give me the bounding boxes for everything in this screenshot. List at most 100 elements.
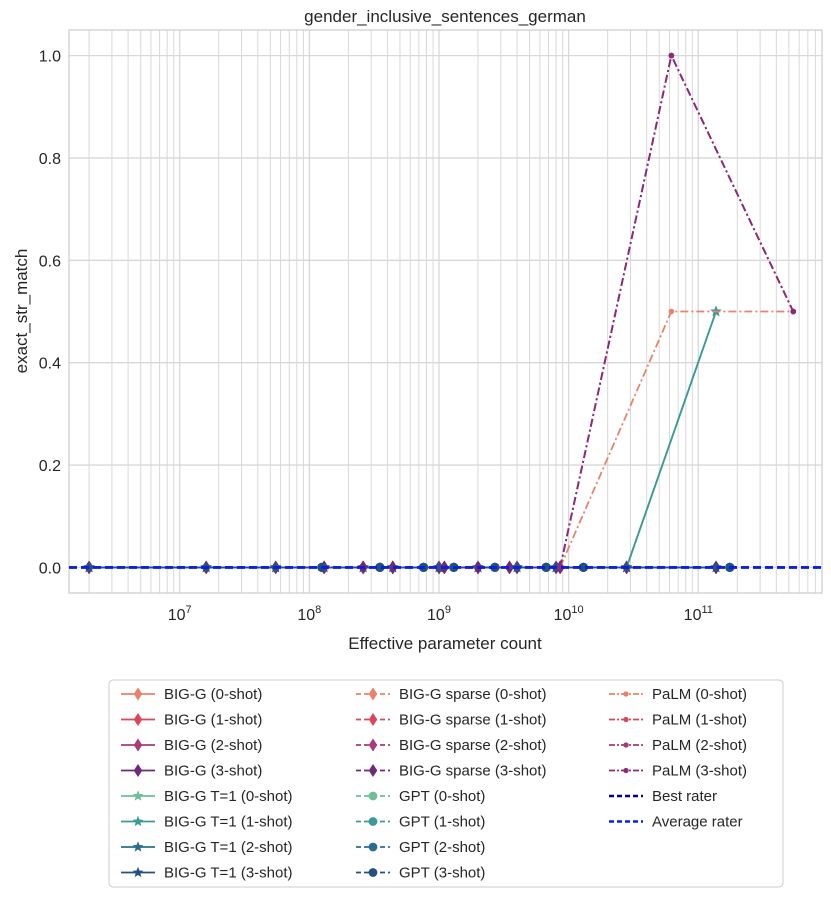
star-marker <box>132 815 144 827</box>
y-tick-label: 1.0 <box>39 49 61 66</box>
legend-item: Average rater <box>609 814 743 831</box>
dot-marker <box>668 52 675 59</box>
circle-marker <box>541 562 551 573</box>
legend-item: PaLM (0-shot) <box>609 686 747 703</box>
legend-item: BIG-G sparse (0-shot) <box>356 686 547 703</box>
legend-label: BIG-G T=1 (2-shot) <box>164 839 293 856</box>
legend-item: BIG-G T=1 (1-shot) <box>121 814 293 831</box>
legend-item: BIG-G (1-shot) <box>121 712 262 729</box>
y-axis-label: exact_str_match <box>12 249 31 374</box>
circle-marker <box>368 868 378 877</box>
circle-marker <box>375 562 385 573</box>
dot-marker <box>623 691 629 697</box>
diamond-marker <box>388 560 398 575</box>
legend-item: BIG-G sparse (2-shot) <box>356 737 547 754</box>
legend-item: GPT (2-shot) <box>356 839 485 856</box>
legend: BIG-G (0-shot) BIG-G (1-shot) BIG-G (2-sho… <box>121 686 747 882</box>
legend-label: GPT (3-shot) <box>399 865 485 882</box>
legend-label: PaLM (2-shot) <box>652 737 747 754</box>
legend-label: BIG-G (2-shot) <box>164 737 262 754</box>
legend-item: BIG-G sparse (1-shot) <box>356 712 547 729</box>
y-tick-label: 0.6 <box>39 253 61 270</box>
legend-label: BIG-G (3-shot) <box>164 763 262 780</box>
legend-label: Average rater <box>652 814 743 831</box>
legend-label: BIG-G T=1 (1-shot) <box>164 814 293 831</box>
diamond-marker <box>368 738 378 752</box>
legend-label: BIG-G (0-shot) <box>164 686 262 703</box>
legend-label: BIG-G sparse (0-shot) <box>399 686 547 703</box>
dot-marker <box>557 564 563 571</box>
circle-marker <box>578 562 589 573</box>
legend-label: PaLM (1-shot) <box>652 712 747 729</box>
x-tick-label: 1011 <box>684 604 713 624</box>
series-line <box>559 310 794 568</box>
legend-item: GPT (1-shot) <box>356 814 485 831</box>
legend-item: BIG-G (0-shot) <box>121 686 262 703</box>
dot-marker <box>623 716 629 723</box>
x-tick-label: 107 <box>168 604 192 624</box>
legend-item: BIG-G T=1 (0-shot) <box>121 788 293 805</box>
legend-item: BIG-G T=1 (3-shot) <box>121 865 293 882</box>
legend-label: PaLM (3-shot) <box>652 763 747 780</box>
dot-marker <box>790 308 797 315</box>
series-line <box>89 311 717 569</box>
diamond-marker <box>368 687 378 701</box>
star-marker <box>83 561 95 573</box>
legend-label: GPT (0-shot) <box>399 788 485 805</box>
dot-marker <box>668 308 675 315</box>
star-marker <box>132 841 144 852</box>
diamond-marker <box>133 712 143 727</box>
diamond-marker <box>368 712 378 727</box>
y-tick-label: 0.8 <box>39 151 61 168</box>
chart-title: gender_inclusive_sentences_german <box>304 7 586 26</box>
series-PaLM (3-shot) <box>557 52 797 571</box>
y-tick-label: 0.2 <box>39 458 61 475</box>
legend-label: GPT (2-shot) <box>399 839 485 856</box>
diamond-marker <box>133 687 143 701</box>
legend-item: PaLM (3-shot) <box>609 763 747 780</box>
circle-marker <box>368 817 378 826</box>
legend-label: BIG-G sparse (1-shot) <box>399 712 547 729</box>
legend-item: PaLM (2-shot) <box>609 737 747 754</box>
y-tick-label: 0.4 <box>39 356 61 373</box>
x-tick-label: 109 <box>427 604 451 624</box>
x-tick-label: 108 <box>297 604 321 624</box>
diamond-marker <box>133 738 143 752</box>
legend-label: GPT (1-shot) <box>399 814 485 831</box>
y-tick-label: 0.0 <box>39 560 61 577</box>
star-marker <box>710 561 722 573</box>
grid <box>69 30 823 593</box>
star-marker <box>132 866 144 878</box>
x-axis-label: Effective parameter count <box>348 634 542 653</box>
legend-item: BIG-G (2-shot) <box>121 737 262 754</box>
dot-marker <box>623 742 629 748</box>
plot-frame <box>68 29 823 594</box>
legend-label: PaLM (0-shot) <box>652 686 747 703</box>
legend-label: BIG-G (1-shot) <box>164 712 262 729</box>
legend-item: Best rater <box>609 788 717 805</box>
x-tick-label: 1010 <box>554 604 584 624</box>
legend-item: GPT (0-shot) <box>356 788 485 805</box>
circle-marker <box>368 842 378 852</box>
legend-label: BIG-G sparse (2-shot) <box>399 737 547 754</box>
diamond-marker <box>133 763 143 778</box>
legend-item: PaLM (1-shot) <box>609 712 747 729</box>
diamond-marker <box>505 560 515 575</box>
dot-marker <box>623 767 629 774</box>
legend-item: GPT (3-shot) <box>356 865 485 882</box>
legend-label: BIG-G sparse (3-shot) <box>399 763 547 780</box>
legend-item: BIG-G (3-shot) <box>121 763 262 780</box>
legend-label: BIG-G T=1 (0-shot) <box>164 788 293 805</box>
legend-box <box>108 679 784 888</box>
x-axis-ticks: 107 108 109 1010 1011 <box>168 604 713 624</box>
y-axis-ticks: 0.0 0.2 0.4 0.6 0.8 1.0 <box>39 49 61 578</box>
legend-label: BIG-G T=1 (3-shot) <box>164 865 293 882</box>
circle-marker <box>368 791 378 801</box>
legend-item: BIG-G T=1 (2-shot) <box>121 839 293 856</box>
series-line <box>89 311 717 569</box>
diamond-marker <box>368 763 378 778</box>
star-marker <box>132 790 144 801</box>
legend-label: Best rater <box>652 788 717 805</box>
legend-item: BIG-G sparse (3-shot) <box>356 763 547 780</box>
